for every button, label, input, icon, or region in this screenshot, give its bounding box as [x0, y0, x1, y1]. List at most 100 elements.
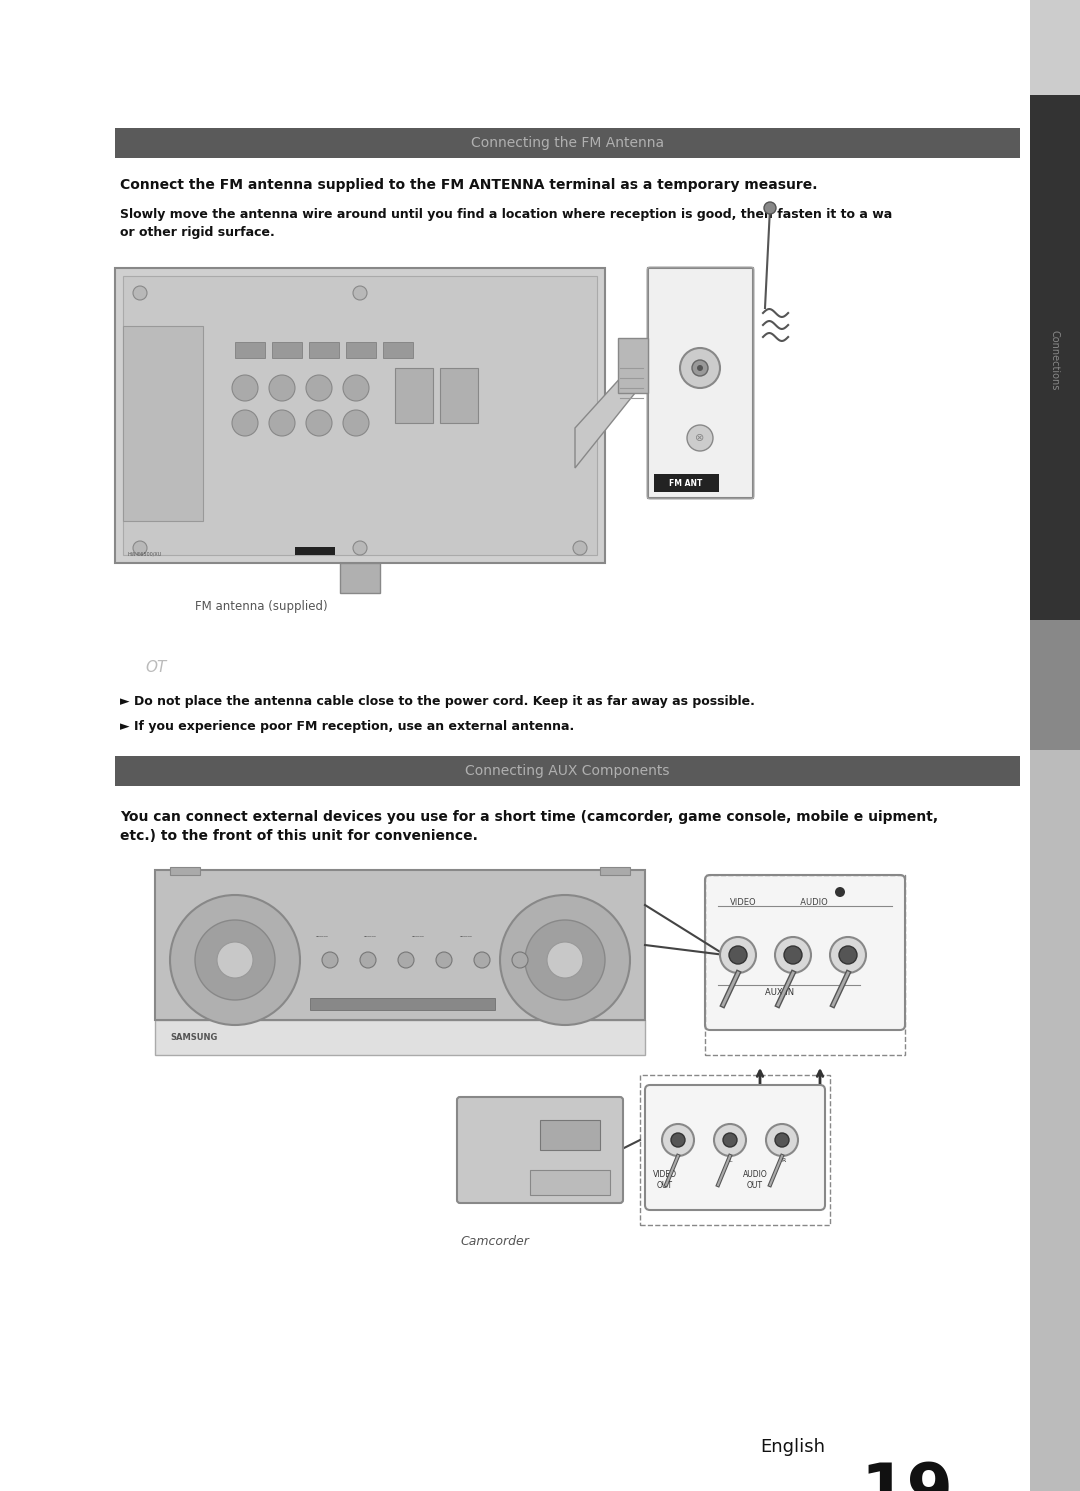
Circle shape [573, 541, 588, 555]
Text: ──────: ────── [315, 935, 327, 939]
Circle shape [662, 1124, 694, 1156]
Circle shape [436, 951, 453, 968]
Bar [310, 997, 495, 1009]
Circle shape [784, 945, 802, 965]
Text: You can connect external devices you use for a short time (camcorder, game conso: You can connect external devices you use… [120, 810, 939, 844]
Circle shape [170, 895, 300, 1024]
Text: Connections: Connections [1050, 330, 1059, 391]
Text: L: L [728, 1159, 732, 1163]
Bar [654, 474, 719, 492]
Circle shape [269, 410, 295, 435]
Bar [383, 341, 413, 358]
Circle shape [269, 376, 295, 401]
Circle shape [766, 1124, 798, 1156]
Text: VIDEO
OUT: VIDEO OUT [653, 1170, 677, 1190]
Circle shape [729, 945, 747, 965]
Polygon shape [575, 353, 643, 468]
Bar [1030, 750, 1080, 1491]
Circle shape [775, 1133, 789, 1147]
Bar [1030, 0, 1080, 1491]
Bar [640, 1075, 831, 1226]
Circle shape [680, 347, 720, 388]
Text: ► Do not place the antenna cable close to the power cord. Keep it as far away as: ► Do not place the antenna cable close t… [120, 695, 755, 708]
Bar [156, 871, 645, 1020]
Circle shape [306, 376, 332, 401]
Text: AUX IN: AUX IN [765, 989, 794, 997]
Text: Connect the FM antenna supplied to the FM ANTENNA terminal as a temporary measur: Connect the FM antenna supplied to the F… [120, 177, 818, 192]
Text: AUDIO: AUDIO [795, 898, 833, 907]
Circle shape [714, 1124, 746, 1156]
Circle shape [671, 1133, 685, 1147]
Bar [346, 341, 376, 358]
Circle shape [322, 951, 338, 968]
Bar [530, 1170, 610, 1194]
Text: Slowly move the antenna wire around until you find a location where reception is: Slowly move the antenna wire around unti… [120, 209, 892, 239]
Bar [440, 368, 478, 423]
Bar [600, 866, 630, 875]
Text: AUDIO
OUT: AUDIO OUT [743, 1170, 768, 1190]
Text: ──────: ────── [363, 935, 376, 939]
Circle shape [687, 425, 713, 450]
Bar [705, 875, 905, 1056]
Text: 19: 19 [860, 1460, 953, 1491]
Text: ► If you experience poor FM reception, use an external antenna.: ► If you experience poor FM reception, u… [120, 720, 575, 734]
Circle shape [232, 376, 258, 401]
Circle shape [399, 951, 414, 968]
Circle shape [133, 541, 147, 555]
Bar [156, 1020, 645, 1056]
Circle shape [343, 376, 369, 401]
Bar [114, 268, 605, 564]
Circle shape [217, 942, 253, 978]
FancyBboxPatch shape [645, 1085, 825, 1211]
Circle shape [232, 410, 258, 435]
Circle shape [195, 920, 275, 1000]
Text: Connecting AUX Components: Connecting AUX Components [465, 763, 670, 778]
Circle shape [720, 936, 756, 974]
Text: FM ANT: FM ANT [670, 479, 703, 488]
Bar [123, 327, 203, 520]
Circle shape [512, 951, 528, 968]
Circle shape [775, 936, 811, 974]
Text: ──────: ────── [411, 935, 423, 939]
Bar [295, 547, 335, 555]
Bar [648, 268, 753, 498]
Circle shape [360, 951, 376, 968]
Bar [1030, 95, 1080, 620]
Circle shape [133, 286, 147, 300]
Circle shape [306, 410, 332, 435]
Circle shape [525, 920, 605, 1000]
Text: SAMSUNG: SAMSUNG [170, 1032, 217, 1042]
Circle shape [835, 887, 845, 898]
Circle shape [353, 541, 367, 555]
Text: English: English [760, 1437, 825, 1457]
Text: Camcorder: Camcorder [460, 1235, 529, 1248]
FancyBboxPatch shape [705, 875, 905, 1030]
Bar [618, 338, 648, 394]
Text: ⊗: ⊗ [696, 432, 704, 443]
Circle shape [546, 942, 583, 978]
Text: ──────: ────── [459, 935, 472, 939]
Bar [1030, 620, 1080, 750]
Circle shape [500, 895, 630, 1024]
Bar [340, 564, 380, 593]
FancyBboxPatch shape [457, 1097, 623, 1203]
Circle shape [764, 201, 777, 215]
Circle shape [723, 1133, 737, 1147]
Bar [309, 341, 339, 358]
Text: VIDEO: VIDEO [730, 898, 757, 907]
Bar [235, 341, 265, 358]
Text: R: R [781, 1159, 785, 1163]
Bar [395, 368, 433, 423]
Bar [123, 276, 597, 555]
Circle shape [697, 365, 703, 371]
Circle shape [474, 951, 490, 968]
Text: OT: OT [145, 661, 166, 675]
Bar [170, 866, 200, 875]
Circle shape [343, 410, 369, 435]
Text: HW-E6500/XU: HW-E6500/XU [127, 552, 161, 556]
Circle shape [353, 286, 367, 300]
Bar [540, 1120, 600, 1150]
Circle shape [831, 936, 866, 974]
Text: Connecting the FM Antenna: Connecting the FM Antenna [471, 136, 664, 151]
Circle shape [692, 359, 708, 376]
